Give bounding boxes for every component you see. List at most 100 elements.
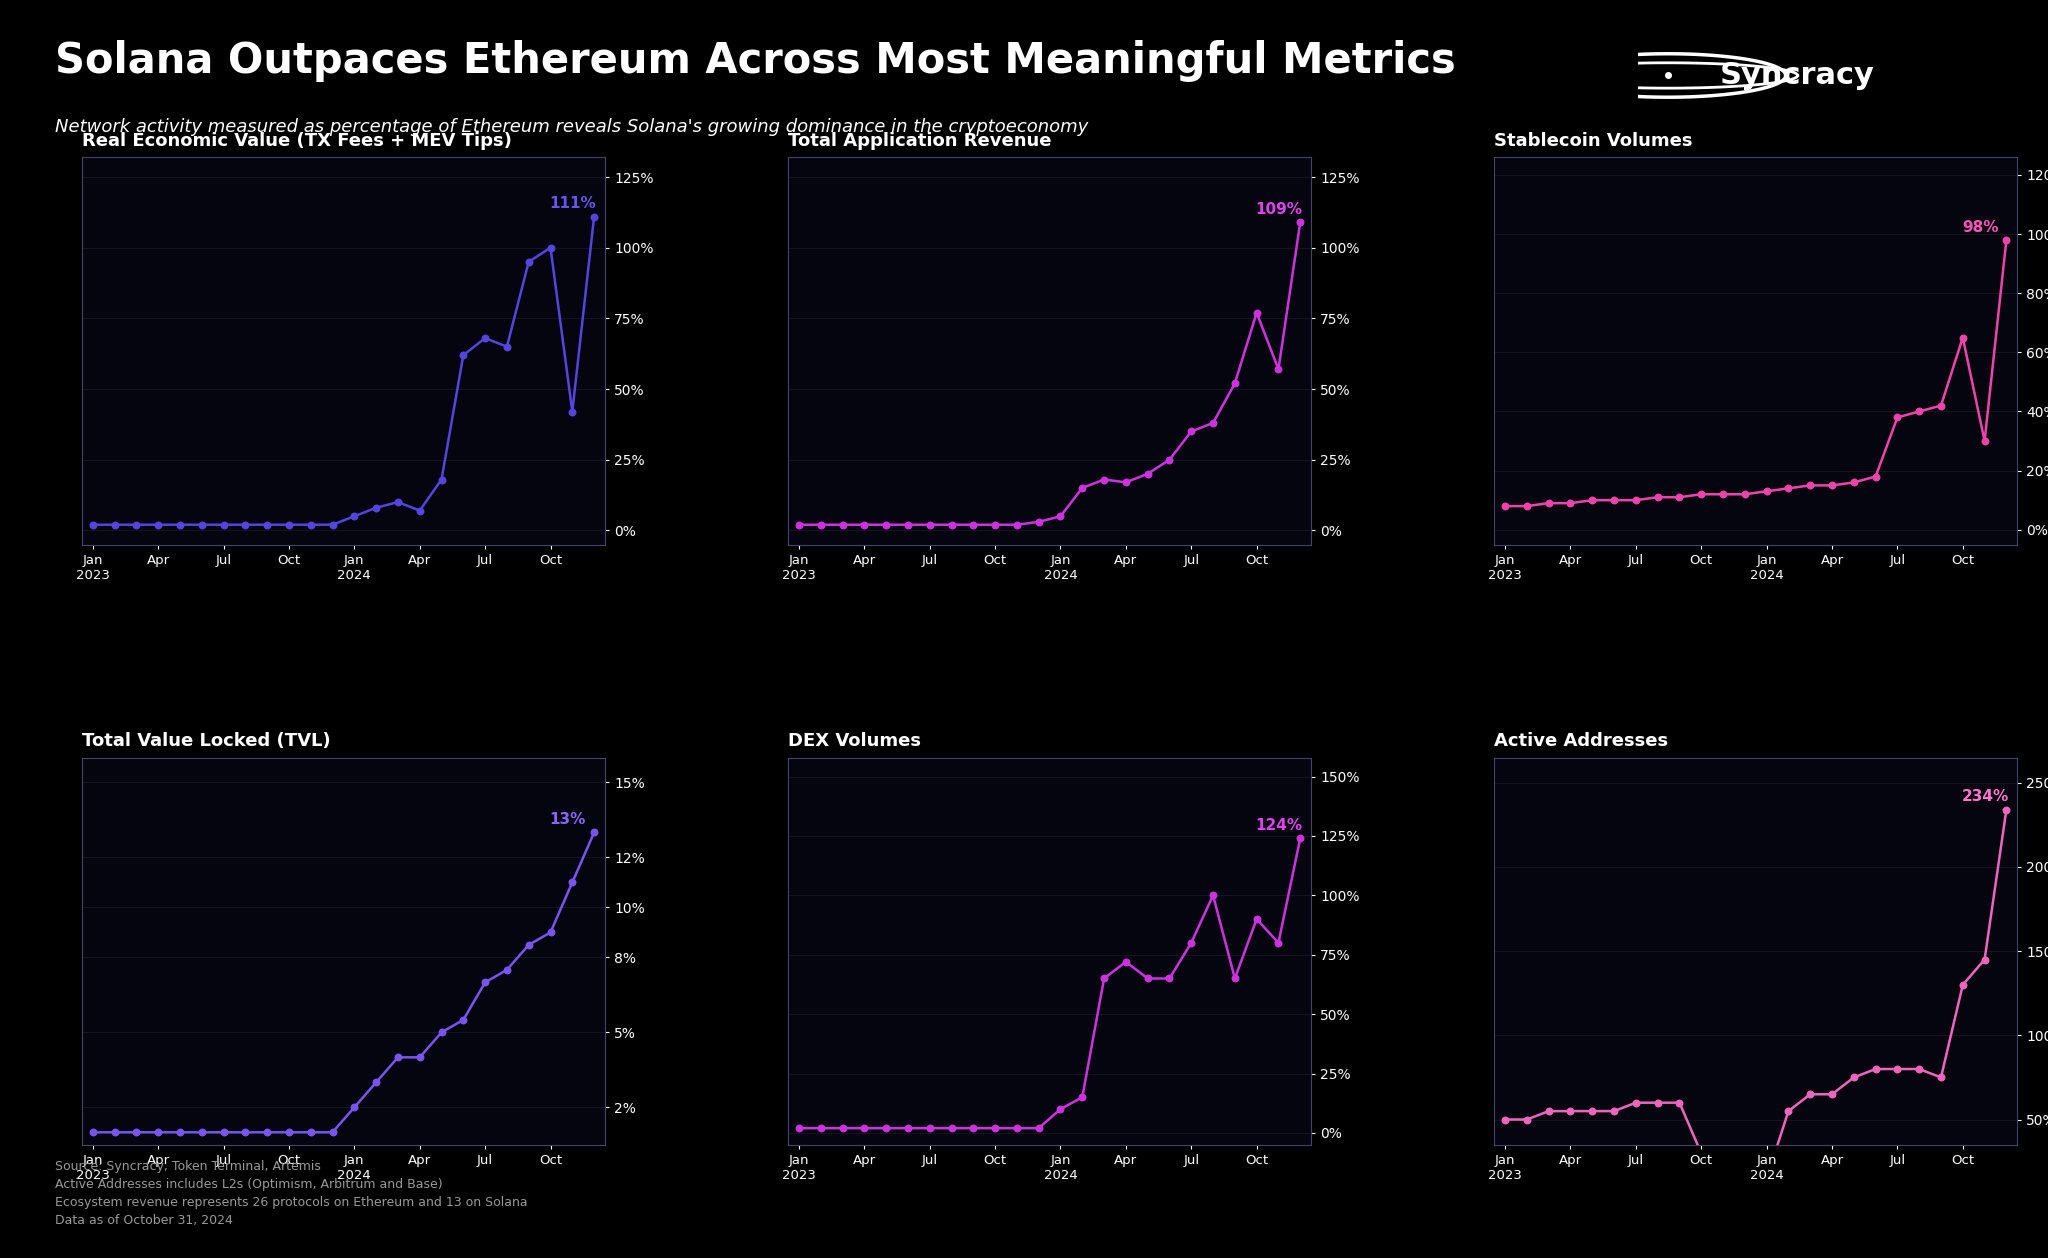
Point bbox=[492, 960, 524, 980]
Point bbox=[782, 515, 815, 535]
Point bbox=[1153, 449, 1186, 469]
Point bbox=[1991, 230, 2023, 250]
Point bbox=[1620, 491, 1653, 511]
Point bbox=[1751, 1169, 1784, 1189]
Point bbox=[76, 515, 109, 535]
Point bbox=[1946, 975, 1978, 995]
Point bbox=[1110, 952, 1143, 972]
Point bbox=[805, 515, 838, 535]
Point bbox=[338, 506, 371, 526]
Point bbox=[1110, 472, 1143, 492]
Point bbox=[1001, 515, 1034, 535]
Point bbox=[1262, 932, 1294, 952]
Point bbox=[426, 1023, 459, 1043]
Text: Network activity measured as percentage of Ethereum reveals Solana's growing dom: Network activity measured as percentage … bbox=[55, 118, 1090, 136]
Point bbox=[1860, 1059, 1892, 1079]
Point bbox=[360, 1072, 393, 1092]
Point bbox=[1022, 512, 1055, 532]
Point bbox=[936, 1118, 969, 1138]
Point bbox=[1837, 1067, 1870, 1087]
Text: Source: Syncracy, Token Terminal, Artemis
Active Addresses includes L2s (Optimis: Source: Syncracy, Token Terminal, Artemi… bbox=[55, 1160, 528, 1227]
Point bbox=[164, 515, 197, 535]
Point bbox=[1640, 487, 1673, 507]
Point bbox=[825, 515, 858, 535]
Point bbox=[1706, 1151, 1739, 1171]
Point bbox=[1065, 478, 1098, 498]
Point bbox=[1663, 487, 1696, 507]
Point bbox=[360, 498, 393, 518]
Point bbox=[1991, 800, 2023, 820]
Point bbox=[426, 469, 459, 489]
Point bbox=[250, 515, 283, 535]
Point bbox=[1817, 1084, 1849, 1105]
Text: Syncracy: Syncracy bbox=[1720, 60, 1874, 91]
Point bbox=[1196, 413, 1229, 433]
Point bbox=[936, 515, 969, 535]
Point bbox=[315, 515, 348, 535]
Point bbox=[98, 515, 131, 535]
Point bbox=[1489, 496, 1522, 516]
Point bbox=[1022, 1118, 1055, 1138]
Point bbox=[250, 1122, 283, 1142]
Point bbox=[870, 1118, 903, 1138]
Point bbox=[1817, 476, 1849, 496]
Text: 98%: 98% bbox=[1962, 220, 1999, 235]
Point bbox=[1597, 491, 1630, 511]
Point bbox=[1968, 950, 2001, 970]
Point bbox=[272, 1122, 305, 1142]
Point bbox=[1925, 1067, 1958, 1087]
Point bbox=[1597, 1101, 1630, 1121]
Text: 234%: 234% bbox=[1962, 789, 2009, 804]
Point bbox=[1772, 1101, 1804, 1121]
Point bbox=[207, 515, 240, 535]
Text: 109%: 109% bbox=[1255, 203, 1303, 216]
Point bbox=[469, 972, 502, 993]
Point bbox=[1489, 1110, 1522, 1130]
Point bbox=[1284, 828, 1317, 848]
Point bbox=[1087, 469, 1120, 489]
Point bbox=[913, 515, 946, 535]
Point bbox=[1686, 484, 1718, 504]
Point bbox=[229, 1122, 262, 1142]
Point bbox=[1044, 1099, 1077, 1120]
Point bbox=[1575, 491, 1608, 511]
Point bbox=[121, 1122, 154, 1142]
Point bbox=[1284, 213, 1317, 233]
Point bbox=[1065, 1087, 1098, 1107]
Point bbox=[1860, 467, 1892, 487]
Point bbox=[141, 515, 174, 535]
Point bbox=[1903, 401, 1935, 421]
Point bbox=[1772, 478, 1804, 498]
Point bbox=[1554, 493, 1587, 513]
Point bbox=[1130, 464, 1163, 484]
Point bbox=[381, 492, 414, 512]
Point bbox=[1176, 421, 1208, 442]
Point bbox=[1532, 493, 1565, 513]
Point bbox=[403, 1047, 436, 1067]
Point bbox=[512, 935, 545, 955]
Point bbox=[1044, 506, 1077, 526]
Point bbox=[1176, 932, 1208, 952]
Point bbox=[1837, 472, 1870, 492]
Point bbox=[578, 206, 610, 226]
Point bbox=[1087, 969, 1120, 989]
Point bbox=[512, 252, 545, 272]
Point bbox=[207, 1122, 240, 1142]
Point bbox=[469, 328, 502, 348]
Point bbox=[782, 1118, 815, 1138]
Point bbox=[1925, 395, 1958, 415]
Point bbox=[1729, 484, 1761, 504]
Point bbox=[1794, 1084, 1827, 1105]
Point bbox=[535, 922, 567, 942]
Point bbox=[956, 1118, 989, 1138]
Point bbox=[446, 1010, 479, 1030]
Point bbox=[1794, 476, 1827, 496]
Point bbox=[1751, 482, 1784, 502]
Point bbox=[1640, 1093, 1673, 1113]
Text: Total Application Revenue: Total Application Revenue bbox=[788, 132, 1051, 150]
Point bbox=[1001, 1118, 1034, 1138]
Point bbox=[1946, 327, 1978, 347]
Point bbox=[1663, 1093, 1696, 1113]
Point bbox=[1219, 969, 1251, 989]
Point bbox=[578, 823, 610, 843]
